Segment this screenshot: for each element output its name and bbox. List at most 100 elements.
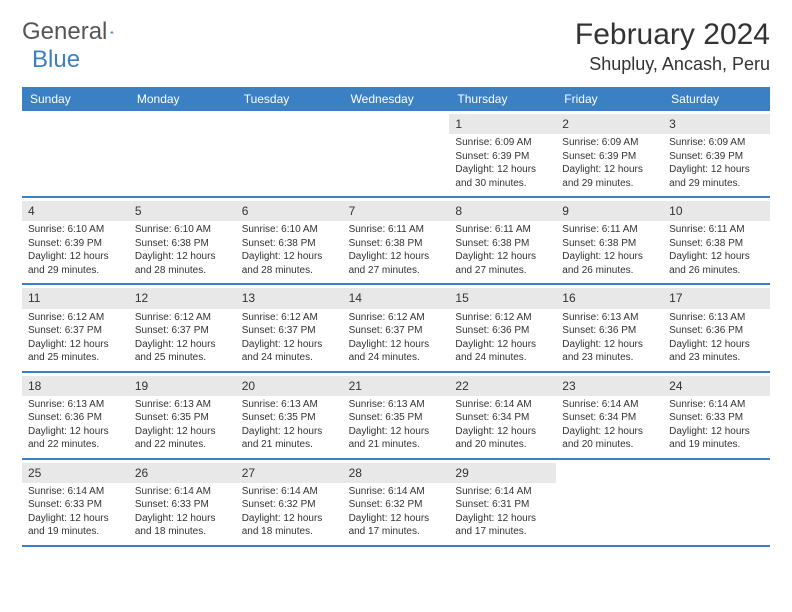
day-header-tue: Tuesday [236,87,343,111]
day-cell: 12Sunrise: 6:12 AMSunset: 6:37 PMDayligh… [129,285,236,370]
day-number: 28 [343,463,450,483]
day-detail-line: Sunset: 6:38 PM [669,237,764,251]
logo-text-general: General [22,18,107,46]
day-cell: 16Sunrise: 6:13 AMSunset: 6:36 PMDayligh… [556,285,663,370]
day-number: 16 [556,288,663,308]
day-detail-line: and 24 minutes. [242,351,337,365]
day-number: 1 [449,114,556,134]
day-detail-line: Sunrise: 6:10 AM [28,223,123,237]
day-number [236,114,343,134]
day-detail-line: Sunset: 6:37 PM [349,324,444,338]
day-detail-line: Sunrise: 6:09 AM [562,136,657,150]
day-header-sun: Sunday [22,87,129,111]
day-detail-line: Daylight: 12 hours [242,425,337,439]
day-detail-line: Daylight: 12 hours [455,163,550,177]
day-detail-line: Sunset: 6:39 PM [28,237,123,251]
day-detail-line: Sunset: 6:38 PM [242,237,337,251]
day-cell: 24Sunrise: 6:14 AMSunset: 6:33 PMDayligh… [663,373,770,458]
day-detail-line: Sunrise: 6:13 AM [242,398,337,412]
day-number: 25 [22,463,129,483]
week-row: 1 Sunrise: 6:09 AMSunset: 6:39 PM Daylight… [22,111,770,198]
day-number: 3 [663,114,770,134]
day-detail-line: Daylight: 12 hours [28,425,123,439]
day-detail-line: Sunset: 6:38 PM [135,237,230,251]
day-header-wed: Wednesday [343,87,450,111]
day-detail-line: Sunset: 6:33 PM [135,498,230,512]
day-number: 17 [663,288,770,308]
day-detail-line: Sunset: 6:32 PM [242,498,337,512]
day-detail-line: and 19 minutes. [669,438,764,452]
day-cell: 3Sunrise: 6:09 AMSunset: 6:39 PMDaylight… [663,111,770,196]
day-number: 24 [663,376,770,396]
day-detail-line: Daylight: 12 hours [669,163,764,177]
day-number: 4 [22,201,129,221]
day-detail-line: Sunrise: 6:14 AM [669,398,764,412]
day-detail-line: Sunrise: 6:10 AM [135,223,230,237]
day-detail-line: and 23 minutes. [669,351,764,365]
day-cell: 19Sunrise: 6:13 AMSunset: 6:35 PMDayligh… [129,373,236,458]
week-row: 25Sunrise: 6:14 AMSunset: 6:33 PMDayligh… [22,460,770,547]
day-cell: 22Sunrise: 6:14 AMSunset: 6:34 PMDayligh… [449,373,556,458]
day-number: 13 [236,288,343,308]
day-cell: 15Sunrise: 6:12 AMSunset: 6:36 PMDayligh… [449,285,556,370]
day-detail-line: Sunrise: 6:12 AM [455,311,550,325]
day-detail-line: Sunset: 6:38 PM [455,237,550,251]
day-detail-line: Daylight: 12 hours [242,250,337,264]
day-detail-line: Sunset: 6:34 PM [455,411,550,425]
day-number [556,463,663,483]
day-detail-line: Sunrise: 6:11 AM [669,223,764,237]
day-cell [236,111,343,196]
day-number [663,463,770,483]
day-detail-line: Sunset: 6:36 PM [455,324,550,338]
week-row: 18Sunrise: 6:13 AMSunset: 6:36 PMDayligh… [22,373,770,460]
week-row: 4Sunrise: 6:10 AMSunset: 6:39 PMDaylight… [22,198,770,285]
day-detail-line: and 28 minutes. [135,264,230,278]
day-cell: 23Sunrise: 6:14 AMSunset: 6:34 PMDayligh… [556,373,663,458]
week-row: 11Sunrise: 6:12 AMSunset: 6:37 PMDayligh… [22,285,770,372]
day-detail-line: Sunrise: 6:14 AM [242,485,337,499]
day-detail-line: and 20 minutes. [455,438,550,452]
day-detail-line: Daylight: 12 hours [349,512,444,526]
day-detail-line: Sunrise: 6:10 AM [242,223,337,237]
day-detail-line: Daylight: 12 hours [242,338,337,352]
month-title: February 2024 [575,18,770,52]
day-detail-line: Sunrise: 6:14 AM [562,398,657,412]
day-number: 14 [343,288,450,308]
day-detail-line: Sunset: 6:37 PM [135,324,230,338]
day-detail-line: Daylight: 12 hours [669,425,764,439]
day-number: 19 [129,376,236,396]
day-detail-line: and 20 minutes. [562,438,657,452]
day-cell: 5Sunrise: 6:10 AMSunset: 6:38 PMDaylight… [129,198,236,283]
day-number: 22 [449,376,556,396]
day-number [129,114,236,134]
day-detail-line: Daylight: 12 hours [135,512,230,526]
day-detail-line: Sunrise: 6:12 AM [349,311,444,325]
day-cell: 27Sunrise: 6:14 AMSunset: 6:32 PMDayligh… [236,460,343,545]
day-detail-line: and 22 minutes. [135,438,230,452]
day-detail-line: and 18 minutes. [135,525,230,539]
day-detail-line: and 30 minutes. [455,177,550,191]
day-detail-line: Sunset: 6:36 PM [669,324,764,338]
day-number: 11 [22,288,129,308]
day-detail-line: Sunset: 6:35 PM [135,411,230,425]
day-detail-line: and 28 minutes. [242,264,337,278]
day-cell: 10Sunrise: 6:11 AMSunset: 6:38 PMDayligh… [663,198,770,283]
day-cell: 25Sunrise: 6:14 AMSunset: 6:33 PMDayligh… [22,460,129,545]
day-detail-line: and 26 minutes. [669,264,764,278]
day-detail-line: Sunset: 6:39 PM [562,150,657,164]
day-cell [556,460,663,545]
day-detail-line: Sunset: 6:33 PM [28,498,123,512]
day-detail-line: Sunrise: 6:13 AM [28,398,123,412]
logo-sail-icon [110,23,114,41]
day-detail-line: and 17 minutes. [349,525,444,539]
title-block: February 2024 Shupluy, Ancash, Peru [575,18,770,75]
day-number: 9 [556,201,663,221]
day-detail-line: and 27 minutes. [349,264,444,278]
day-cell [22,111,129,196]
day-detail-line: and 21 minutes. [242,438,337,452]
day-detail-line: Sunset: 6:37 PM [28,324,123,338]
day-detail-line: Daylight: 12 hours [349,250,444,264]
day-detail-line: Daylight: 12 hours [455,338,550,352]
day-cell: 8Sunrise: 6:11 AMSunset: 6:38 PMDaylight… [449,198,556,283]
day-detail-line: Sunset: 6:34 PM [562,411,657,425]
